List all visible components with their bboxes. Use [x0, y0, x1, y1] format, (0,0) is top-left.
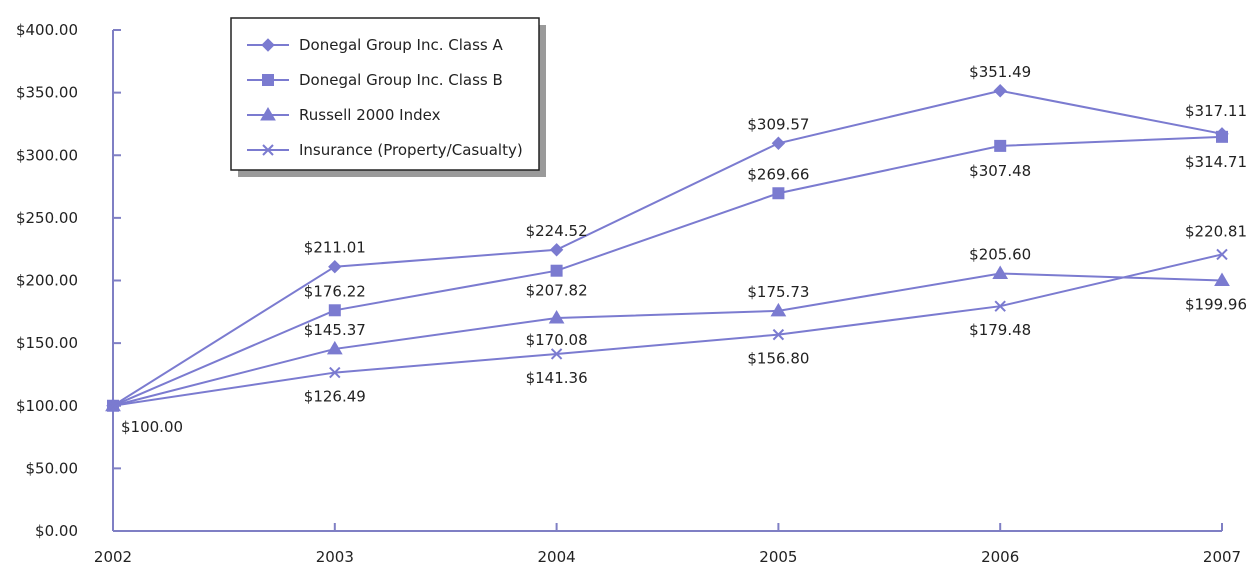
data-label: $156.80	[747, 350, 809, 368]
data-label: $176.22	[304, 282, 366, 300]
series-0-point	[993, 84, 1007, 98]
series-line-3	[112, 253, 1223, 407]
legend-marker-stroke	[262, 144, 274, 156]
series-3-point	[1216, 248, 1228, 261]
series-3-point-stroke	[329, 366, 341, 379]
series-3-point-stroke	[772, 328, 785, 341]
data-label: $179.48	[969, 321, 1031, 339]
legend-marker	[262, 74, 274, 86]
data-label: $211.01	[304, 239, 366, 257]
legend-marker	[262, 144, 274, 156]
series-2-point	[992, 265, 1009, 279]
legend-marker	[261, 38, 275, 52]
series-3-point	[550, 348, 563, 360]
y-tick-label: $200.00	[16, 272, 78, 290]
y-tick-label: $50.00	[26, 459, 79, 477]
series-1-point	[1216, 130, 1228, 143]
y-tick-label: $250.00	[16, 209, 78, 227]
series-3-point	[772, 328, 785, 341]
series-3-point	[107, 400, 119, 412]
y-tick-label: $150.00	[16, 334, 78, 352]
series-2-point	[548, 309, 565, 324]
data-label: $205.60	[969, 245, 1031, 263]
legend-label: Donegal Group Inc. Class B	[299, 71, 503, 89]
x-tick-label: 2002	[94, 548, 132, 566]
series-3-point-stroke	[107, 400, 119, 412]
data-label: $175.73	[747, 283, 809, 301]
series-2-point	[326, 340, 343, 355]
series-3-point-stroke	[1216, 248, 1228, 261]
y-tick-label: $300.00	[16, 146, 78, 164]
legend-box	[230, 17, 540, 171]
x-tick-label: 2007	[1203, 548, 1241, 566]
series-1-point	[550, 264, 563, 277]
data-label: $309.57	[747, 115, 809, 133]
series-2-point	[1214, 272, 1230, 287]
series-3-point-stroke	[550, 348, 563, 360]
data-label: $207.82	[526, 282, 588, 300]
legend-label: Russell 2000 Index	[299, 106, 441, 124]
series-1-point	[772, 187, 785, 200]
series-line-2	[112, 272, 1223, 407]
series-line-1	[112, 135, 1223, 407]
series-0-point	[328, 260, 342, 274]
data-label: $317.11	[1185, 102, 1247, 120]
series-1-point	[994, 139, 1007, 152]
data-label: $224.52	[526, 222, 588, 240]
data-label: $220.81	[1185, 222, 1247, 240]
data-label: $170.08	[526, 331, 588, 349]
x-tick-label: 2003	[316, 548, 354, 566]
data-label: $145.37	[304, 321, 366, 339]
data-label: $199.96	[1185, 296, 1247, 314]
data-label: $126.49	[304, 388, 366, 406]
data-label: $351.49	[969, 63, 1031, 81]
legend-label: Donegal Group Inc. Class A	[299, 36, 503, 54]
series-line-0	[112, 89, 1223, 407]
data-label: $269.66	[747, 165, 809, 183]
x-tick-label: 2004	[538, 548, 576, 566]
series-2-point	[770, 302, 787, 317]
series-1-point	[328, 304, 341, 317]
x-tick-label: 2005	[759, 548, 797, 566]
data-label: $307.48	[969, 162, 1031, 180]
legend-marker	[260, 107, 276, 121]
legend-label: Insurance (Property/Casualty)	[299, 141, 523, 159]
x-tick-label: 2006	[981, 548, 1019, 566]
data-label: $100.00	[121, 418, 183, 436]
y-tick-label: $0.00	[35, 522, 78, 540]
series-0-point	[771, 136, 786, 150]
series-3-point	[329, 366, 341, 379]
series-3-point	[994, 300, 1006, 312]
data-label: $314.71	[1185, 153, 1247, 171]
y-tick-label: $400.00	[16, 21, 78, 39]
series-3-point-stroke	[994, 300, 1006, 312]
y-tick-label: $100.00	[16, 397, 78, 415]
series-0-point	[549, 243, 564, 257]
y-tick-label: $350.00	[16, 84, 78, 102]
data-label: $141.36	[526, 369, 588, 387]
